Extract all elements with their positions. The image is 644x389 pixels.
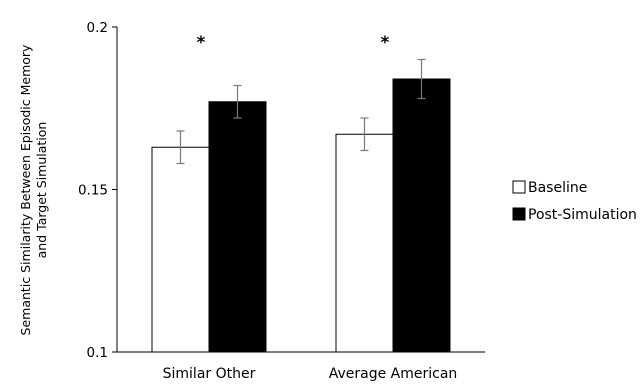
x-category-labels: Similar Other Average American	[163, 366, 458, 382]
y-tick-label: 0.1	[87, 345, 108, 361]
y-axis-title-line-1: Semantic Similarity Between Episodic Mem…	[18, 44, 33, 336]
y-tick-label: 0.2	[87, 20, 108, 36]
bars	[151, 78, 451, 353]
legend-swatch	[512, 180, 526, 194]
legend: Baseline Post-Simulation	[512, 180, 637, 223]
error-bars	[176, 58, 426, 165]
bar-baseline	[335, 133, 394, 353]
bar-post-simulation	[208, 101, 267, 353]
bar-baseline	[151, 146, 210, 353]
y-tick-label: 0.15	[78, 183, 108, 199]
y-axis-title: Semantic Similarity Between Episodic Mem…	[18, 44, 49, 336]
x-category-label: Similar Other	[163, 366, 256, 382]
bar-post-simulation	[392, 78, 451, 353]
significance-star: *	[197, 33, 206, 53]
legend-swatch	[512, 207, 526, 221]
legend-label: Baseline	[528, 180, 587, 196]
y-axis-title-line-2: and Target Simulation	[34, 122, 49, 259]
x-category-label: Average American	[329, 366, 458, 382]
significance-star: *	[381, 33, 390, 53]
legend-label: Post-Simulation	[528, 207, 637, 223]
significance-markers: * *	[197, 33, 390, 53]
y-ticks: 0.1 0.15 0.2	[78, 20, 117, 361]
